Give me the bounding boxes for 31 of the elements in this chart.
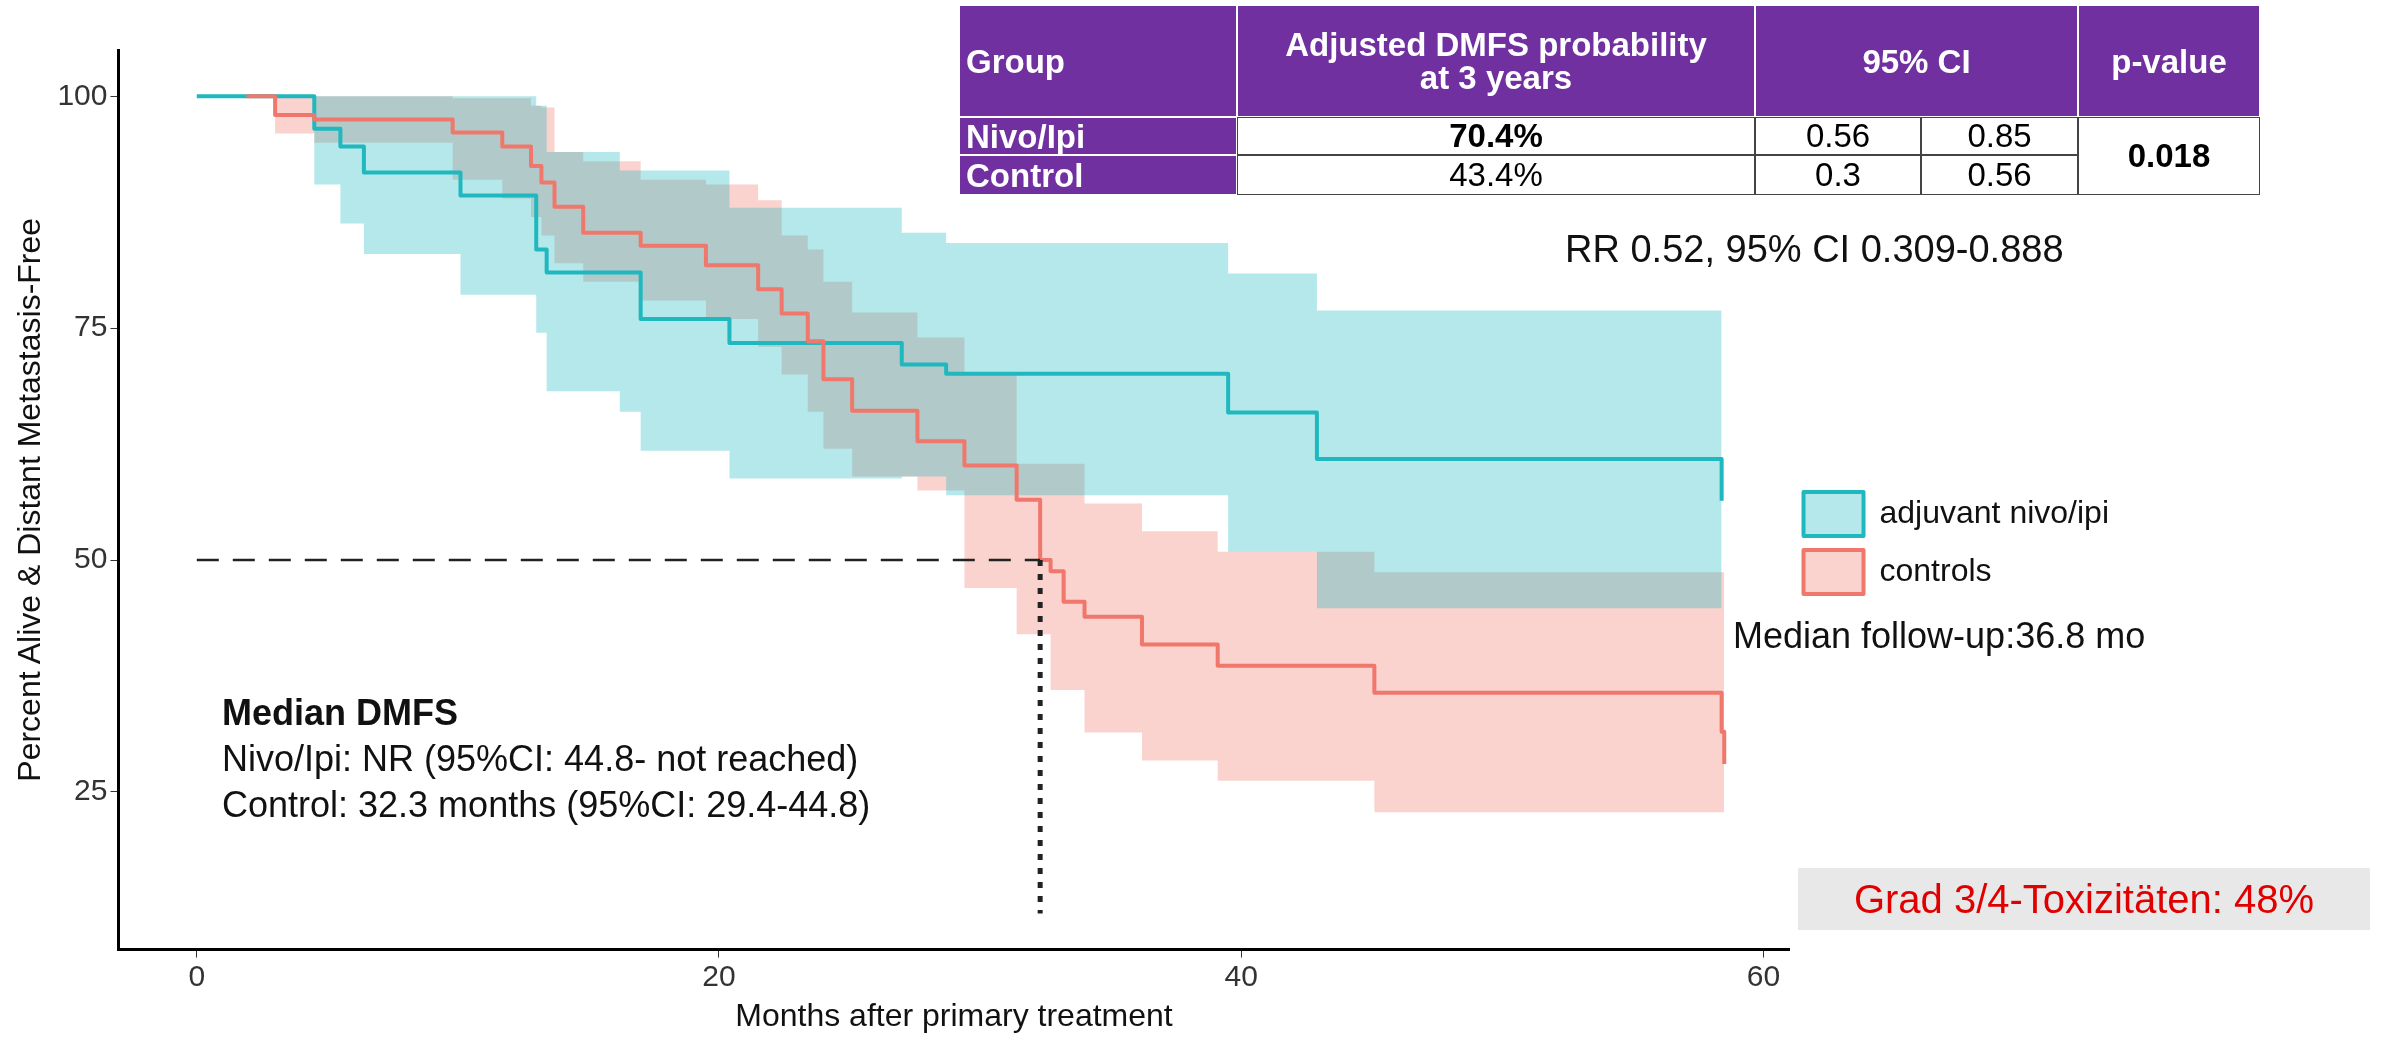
annotation: 43.4% (1237, 155, 1755, 195)
x-tick-label: 20 (702, 958, 736, 992)
legend-label: controls (1879, 551, 1992, 588)
text: p-value (2111, 42, 2227, 80)
annotation: Adjusted DMFS probability at 3 years (1237, 5, 1755, 117)
text: Grad 3/4-Toxizitäten: 48% (1798, 868, 2370, 930)
legend-label: adjuvant nivo/ipi (1879, 493, 2109, 530)
x-tick-label: 60 (1746, 958, 1781, 992)
annotation: RR 0.52, 95% CI 0.309-0.888 (1565, 228, 2064, 271)
text: 0.56 (1967, 156, 2032, 193)
text: 0.3 (1815, 156, 1861, 193)
annotation: Median DMFS (222, 691, 459, 735)
x-tick-label: 40 (1224, 958, 1258, 992)
text: 0.018 (2127, 137, 2211, 174)
text: 95% CI (1862, 42, 1971, 80)
y-axis-title: Percent Alive & Distant Metastasis-Free (11, 217, 48, 782)
y-tick-label: 25 (74, 773, 108, 807)
annotation: Control: 32.3 months (95%CI: 29.4-44.8) (222, 783, 871, 827)
annotation: Nivo/Ipi (959, 117, 1237, 155)
y-tick-label: 75 (74, 309, 108, 343)
annotation: Control (959, 155, 1237, 195)
text: 0.85 (1967, 117, 2032, 154)
annotation: 70.4% (1237, 117, 1755, 155)
text: 0.56 (1805, 117, 1871, 154)
x-axis-title: Months after primary treatment (735, 996, 1173, 1033)
y-tick-label: 50 (74, 541, 108, 575)
y-tick-label: 100 (57, 77, 108, 111)
x-tick-label: 0 (188, 958, 206, 992)
annotation: Group (959, 5, 1237, 117)
annotation: Median follow-up:36.8 mo (1733, 615, 2146, 657)
annotation: Nivo/Ipi: NR (95%CI: 44.8- not reached) (222, 737, 860, 781)
